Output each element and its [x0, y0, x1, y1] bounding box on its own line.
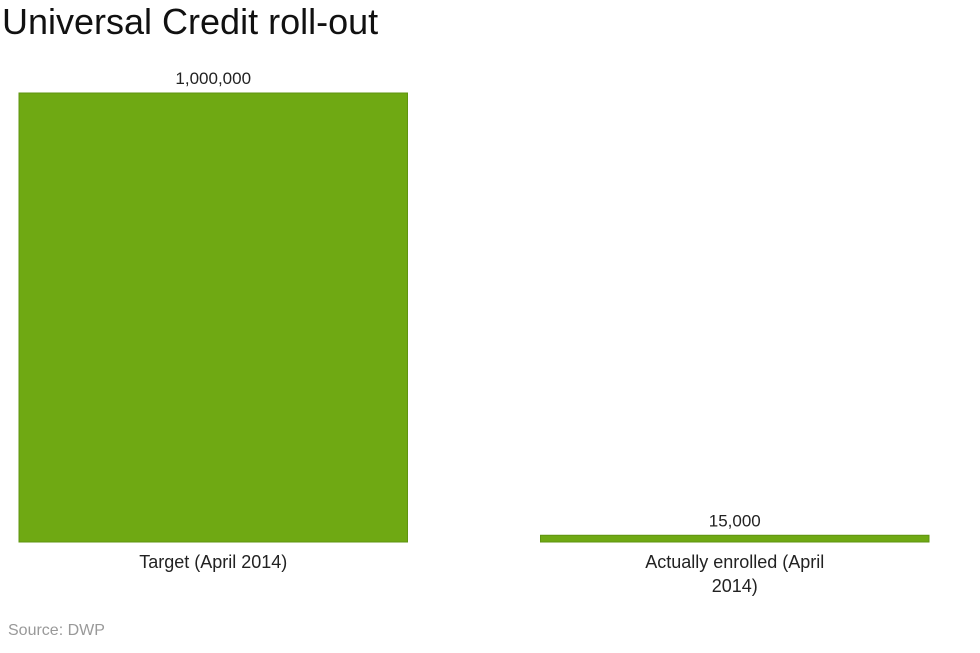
bar-value-label-1: 1,000,000 — [175, 69, 251, 88]
bar-value-label-2: 15,000 — [709, 511, 761, 530]
bar-2 — [540, 534, 930, 543]
category-label-2-line-1: Actually enrolled (April — [645, 552, 824, 572]
category-labels-layer: Target (April 2014) Actually enrolled (Ap… — [139, 552, 824, 596]
bars-layer — [18, 92, 930, 543]
bar-1 — [18, 92, 408, 543]
category-label-2-line-2: 2014) — [712, 576, 758, 596]
category-label-1-line-1: Target (April 2014) — [139, 552, 287, 572]
source-note: Source: DWP — [8, 622, 105, 639]
chart-title: Universal Credit roll-out — [2, 1, 379, 42]
value-labels-layer: 1,000,000 15,000 — [175, 69, 760, 530]
